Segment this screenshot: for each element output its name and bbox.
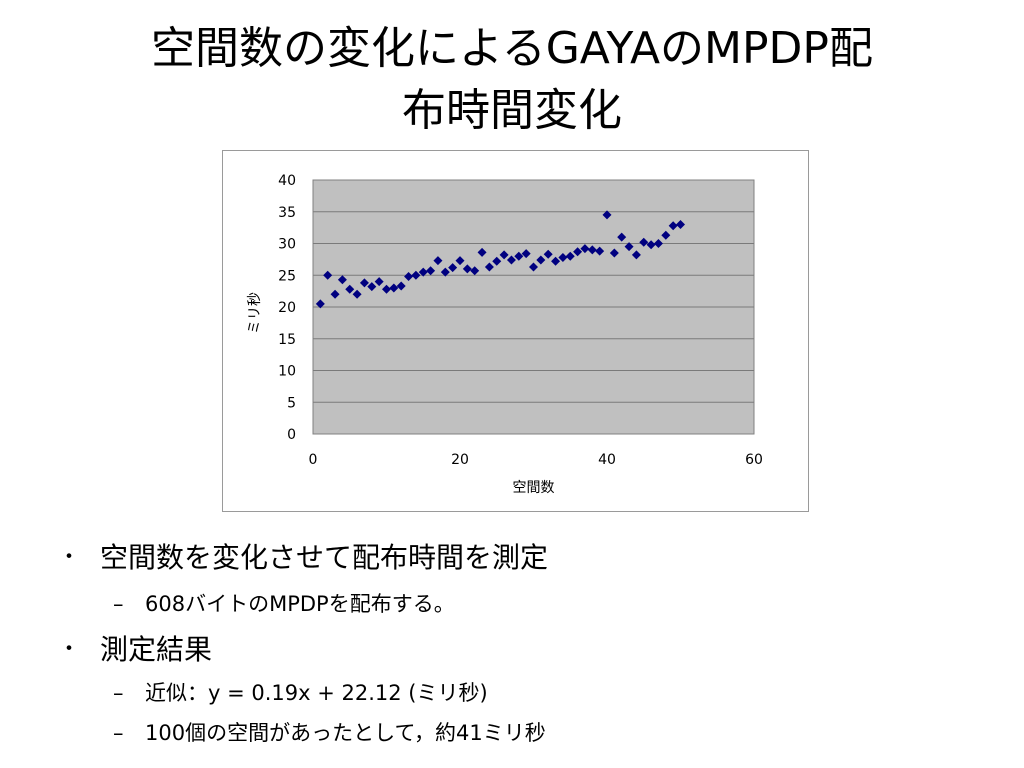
- sub-bullet-marker: –: [113, 681, 124, 705]
- y-tick-label: 5: [287, 395, 296, 411]
- y-axis-title: ミリ秒: [247, 292, 263, 334]
- chart-canvas: 0 5 10 15 20 25 30 35 40 0 20 40 60 空間数 ミリ秒: [247, 173, 763, 496]
- data-point: [543, 249, 553, 259]
- slide-title: 空間数の変化によるGAYAのMPDP配 布時間変化: [0, 18, 1024, 142]
- data-point: [433, 256, 443, 266]
- data-point: [661, 230, 671, 240]
- y-tick-label: 25: [278, 268, 296, 284]
- data-point: [426, 266, 436, 276]
- data-point: [367, 282, 377, 292]
- x-tick-label: 20: [451, 452, 469, 468]
- data-point: [565, 251, 575, 261]
- data-point: [315, 299, 325, 309]
- slide-title-line-1: 空間数の変化によるGAYAのMPDP配: [151, 23, 873, 74]
- data-point: [631, 250, 641, 260]
- data-point: [337, 275, 347, 285]
- data-point: [382, 284, 391, 294]
- data-point: [359, 278, 369, 288]
- x-tick-label: 60: [745, 452, 763, 468]
- data-point: [602, 210, 612, 220]
- y-tick-label: 20: [278, 300, 296, 316]
- data-point: [551, 256, 561, 266]
- sub-bullet-mpdp-size: 608バイトのMPDPを配布する。: [145, 592, 455, 616]
- data-point: [323, 270, 333, 280]
- data-point: [374, 277, 384, 287]
- data-point: [396, 281, 406, 291]
- data-point: [411, 270, 421, 280]
- bullet-marker: ・: [58, 545, 81, 570]
- data-point: [668, 221, 678, 231]
- y-tick-label: 0: [287, 427, 296, 443]
- y-tick-label: 35: [278, 205, 296, 221]
- data-point: [676, 219, 685, 229]
- data-point: [617, 232, 627, 242]
- data-point: [536, 255, 546, 265]
- bullet-marker: ・: [58, 637, 81, 662]
- data-point: [595, 246, 605, 256]
- data-point: [470, 266, 480, 276]
- data-point: [624, 242, 634, 252]
- data-point: [573, 247, 583, 257]
- sub-bullet-approximation: 近似：y = 0.19x + 22.12 (ミリ秒): [145, 681, 488, 705]
- x-tick-label: 40: [598, 452, 616, 468]
- data-point: [492, 256, 502, 266]
- bullet-item-result: 測定結果: [100, 633, 213, 666]
- data-point: [653, 239, 663, 248]
- data-point: [477, 247, 487, 257]
- bullet-item-measure: 空間数を変化させて配布時間を測定: [100, 541, 549, 574]
- data-point: [609, 248, 619, 258]
- data-point: [558, 252, 568, 262]
- y-tick-label: 40: [278, 173, 296, 189]
- sub-bullet-marker: –: [113, 721, 124, 745]
- data-point: [514, 251, 524, 261]
- data-point: [646, 240, 656, 250]
- data-point: [484, 262, 494, 272]
- data-point: [499, 250, 509, 260]
- data-point: [389, 283, 399, 293]
- data-point: [448, 263, 458, 273]
- y-tick-label: 10: [278, 364, 296, 380]
- data-point: [639, 237, 649, 247]
- x-axis-title: 空間数: [513, 480, 555, 496]
- data-point: [455, 256, 465, 266]
- data-point: [345, 284, 355, 294]
- data-point: [506, 255, 516, 265]
- data-point: [418, 267, 428, 277]
- data-point: [440, 267, 450, 277]
- y-tick-label: 30: [278, 237, 296, 253]
- data-point: [330, 289, 340, 299]
- x-tick-label: 0: [309, 452, 318, 468]
- data-point: [521, 249, 531, 259]
- scatter-chart: 0 5 10 15 20 25 30 35 40 0 20 40 60 空間数 ミリ秒: [222, 150, 809, 512]
- data-point: [352, 289, 362, 299]
- sub-bullet-estimate: 100個の空間があったとして，約41ミリ秒: [145, 721, 546, 745]
- data-point: [529, 262, 538, 272]
- sub-bullet-marker: –: [113, 592, 124, 616]
- data-point: [462, 264, 472, 274]
- y-tick-label: 15: [278, 332, 296, 348]
- slide-title-line-2: 布時間変化: [402, 85, 622, 136]
- data-point: [587, 245, 597, 255]
- data-point: [580, 244, 590, 254]
